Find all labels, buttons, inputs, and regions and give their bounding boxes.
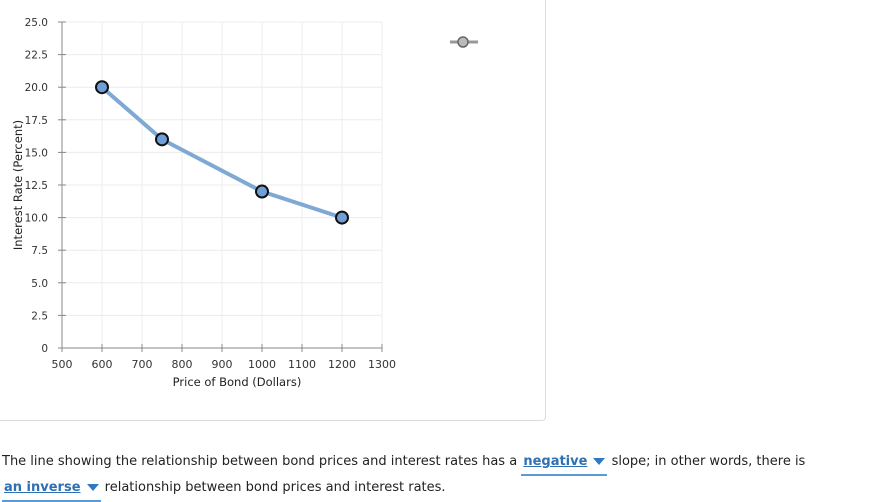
x-tick-label: 800: [172, 358, 193, 371]
data-point[interactable]: [255, 184, 269, 199]
y-tick-label: 22.5: [25, 50, 48, 62]
x-tick-label: 600: [92, 358, 113, 371]
data-point[interactable]: [335, 210, 349, 225]
data-point[interactable]: [155, 132, 169, 147]
x-tick-label: 1100: [288, 358, 316, 371]
y-tick-label: 5.0: [31, 278, 48, 290]
x-tick-label: 900: [212, 358, 233, 371]
y-tick-label: 2.5: [31, 310, 48, 322]
data-point[interactable]: [95, 80, 109, 95]
y-axis-label: Interest Rate (Percent): [11, 120, 25, 250]
relationship-dropdown[interactable]: an inverse: [2, 476, 101, 502]
bond-price-interest-chart[interactable]: 500 600 700 800 900 1000 1100 1200 1300 0 2.5 5.0 7.…: [0, 0, 545, 420]
x-tick-label: 700: [132, 358, 153, 371]
x-axis-label: Price of Bond (Dollars): [173, 375, 302, 389]
x-tick-label: 500: [52, 358, 73, 371]
question-text: The line showing the relationship betwee…: [2, 450, 892, 502]
x-tick-label: 1000: [248, 358, 276, 371]
chevron-down-icon: [593, 458, 606, 465]
y-tick-label: 0: [41, 343, 48, 355]
question-part2: slope; in other words, there is: [611, 454, 806, 469]
y-tick-label: 7.5: [31, 245, 48, 257]
y-tick-label: 25.0: [25, 17, 48, 29]
relationship-dropdown-value: an inverse: [4, 480, 81, 495]
y-tick-label: 20.0: [25, 82, 48, 94]
x-tick-label: 1300: [368, 358, 396, 371]
x-tick-label: 1200: [328, 358, 356, 371]
slope-dropdown[interactable]: negative: [521, 450, 608, 476]
graph-panel: 500 600 700 800 900 1000 1100 1200 1300 0 2.5 5.0 7.…: [0, 0, 546, 421]
y-tick-label: 10.0: [25, 213, 48, 225]
question-part1: The line showing the relationship betwee…: [2, 454, 518, 469]
line-point-tool-icon[interactable]: [448, 30, 480, 54]
slope-dropdown-value: negative: [523, 454, 588, 469]
y-tick-label: 17.5: [25, 115, 48, 127]
chevron-down-icon: [86, 484, 99, 491]
y-tick-label: 15.0: [25, 147, 48, 159]
y-tick-label: 12.5: [25, 180, 48, 192]
series-line: [100, 85, 344, 220]
question-part3: relationship between bond prices and int…: [104, 480, 446, 495]
